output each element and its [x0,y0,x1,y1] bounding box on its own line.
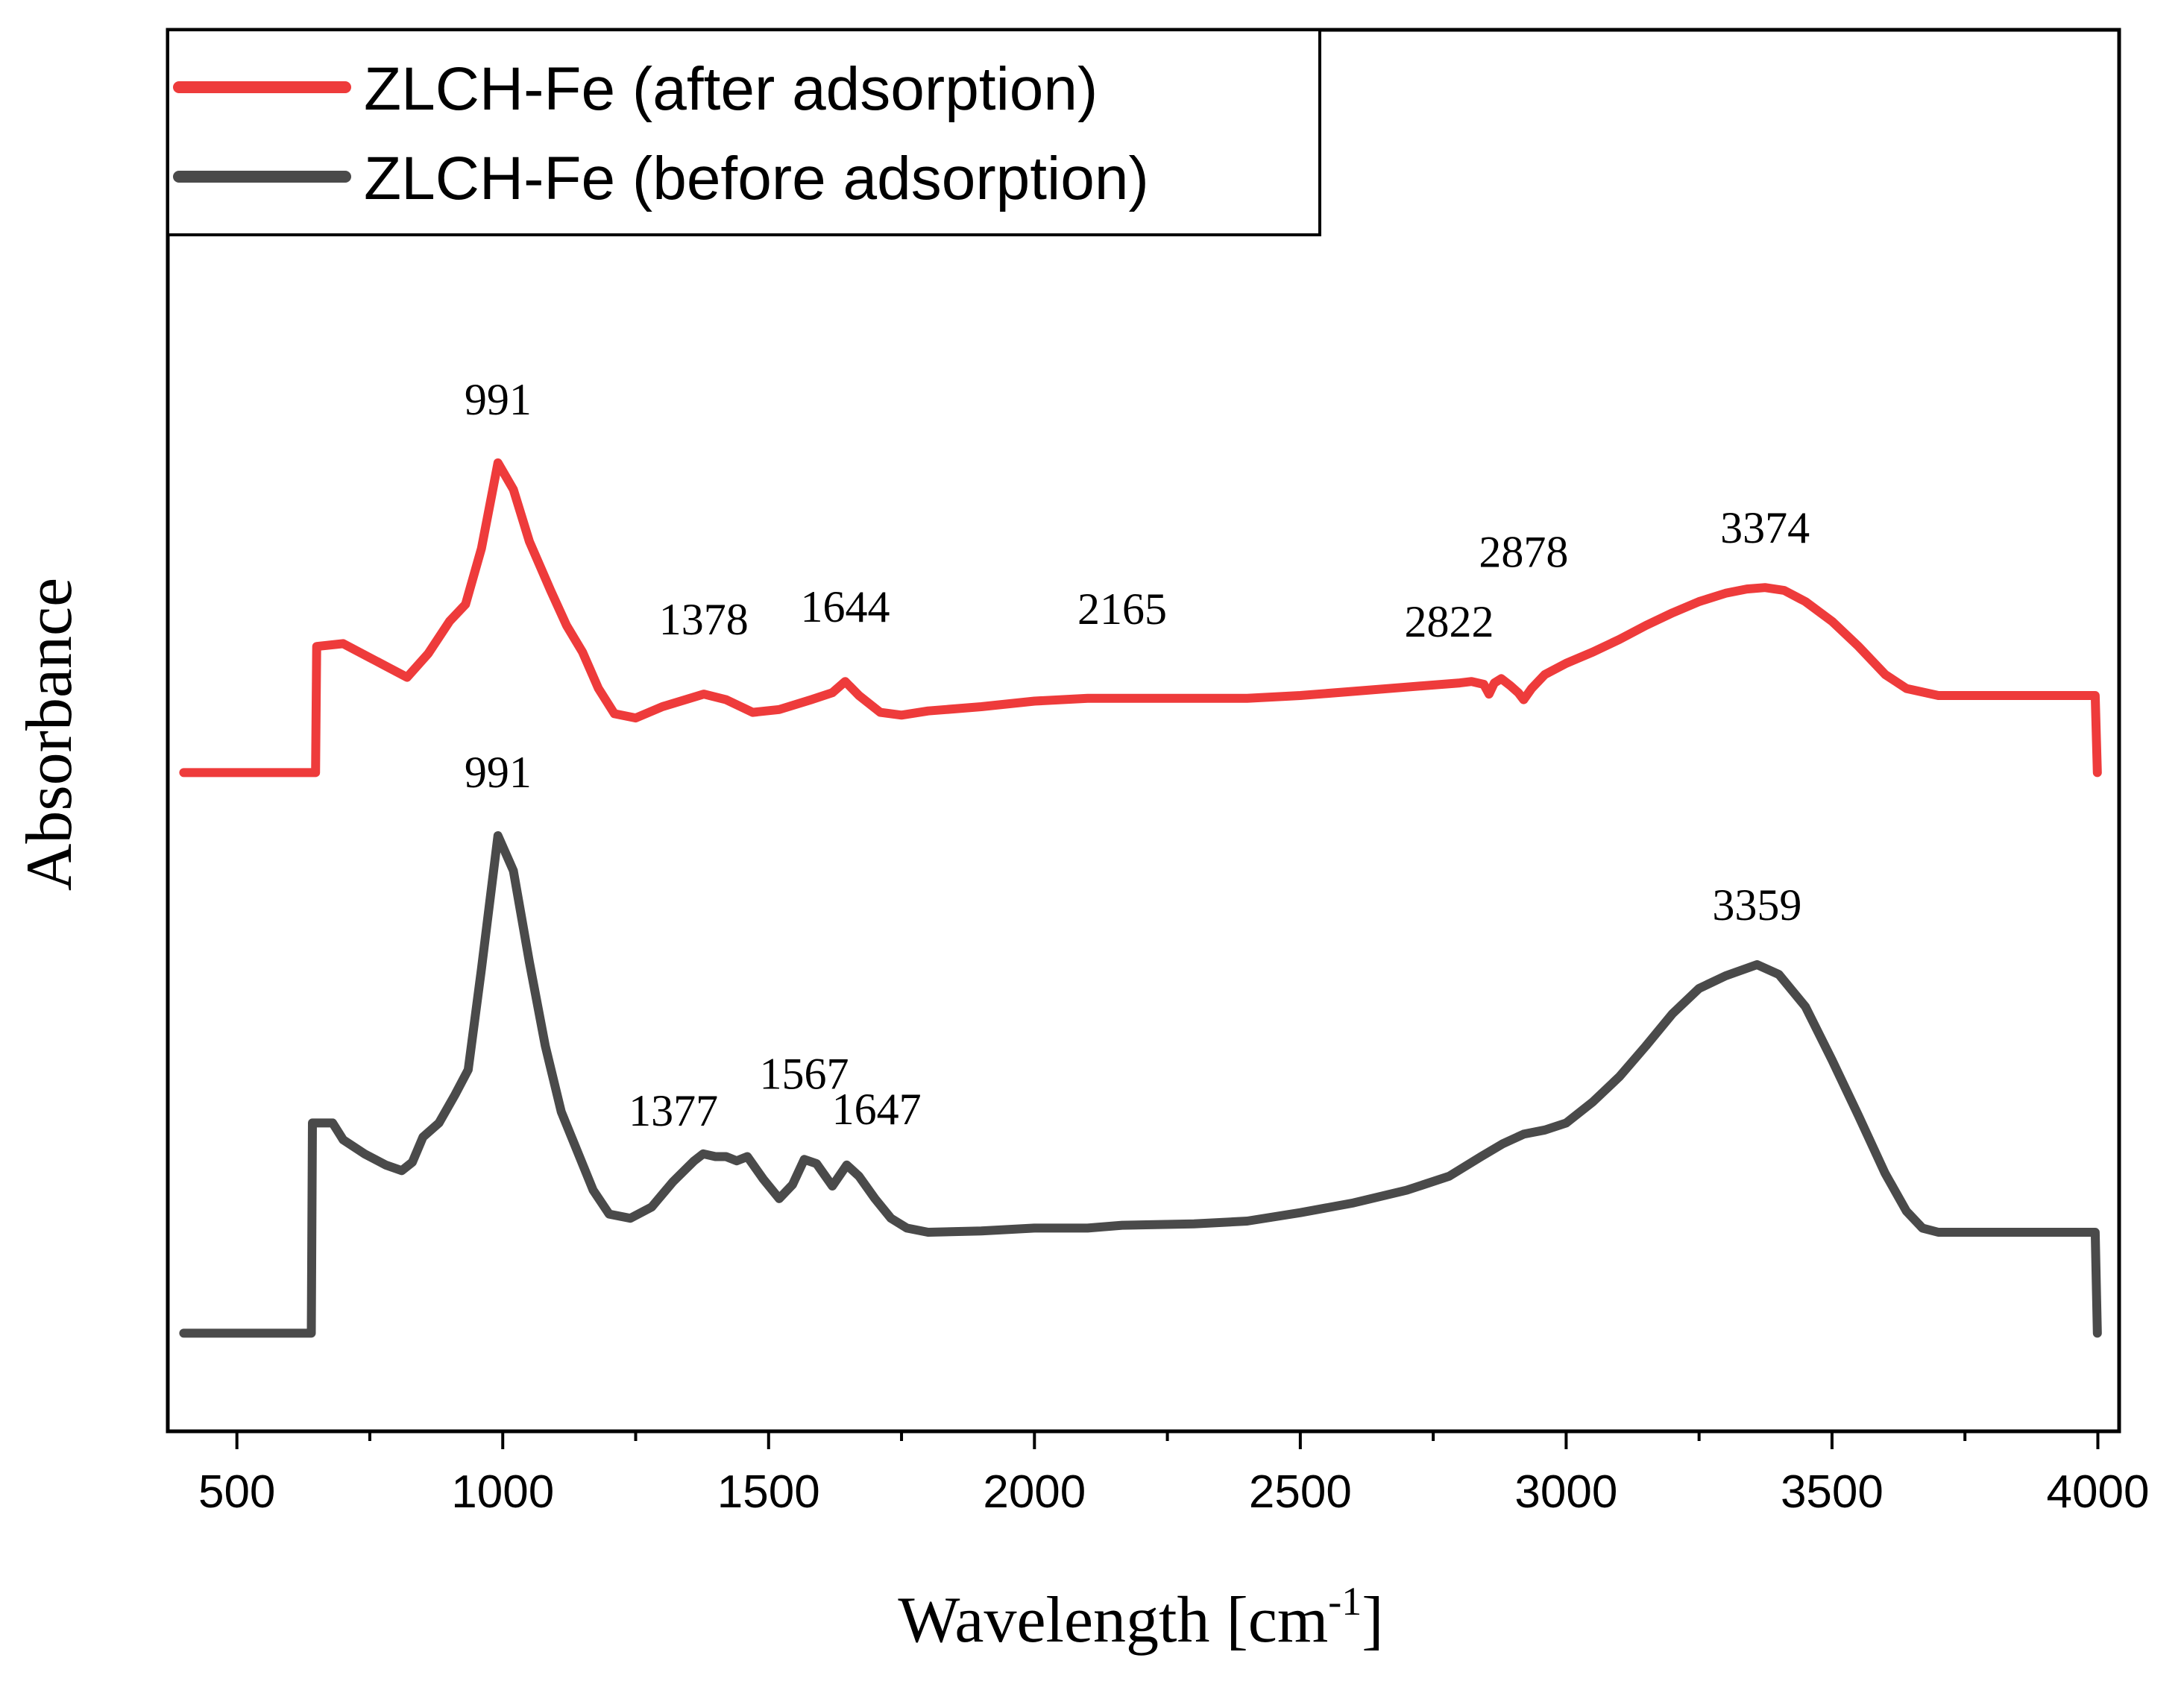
x-axis-title-main: Wavelength [cm [898,1584,1328,1656]
series-layer [179,458,2102,1338]
peak-label: 3374 [1720,503,1810,552]
peak-label: 1567 [760,1049,849,1098]
series-line-1 [179,831,2102,1338]
x-tick-label: 2000 [983,1466,1086,1518]
x-tick-label: 2500 [1249,1466,1352,1518]
peak-label: 991 [465,375,532,424]
x-tick-label: 3500 [1781,1466,1884,1518]
x-tick-label: 1500 [717,1466,820,1518]
series-line-0 [179,458,2102,778]
peak-label: 2165 [1077,584,1167,634]
x-axis-title: Wavelength [cm-1] [898,1579,1383,1656]
peak-annotations: 991 1378 1644 2165 2822 2878 3374 991 1377 156716… [465,375,1810,1135]
x-tick-label: 1000 [451,1466,554,1518]
x-axis-ticks: 500 1000 1500 2000 2500 3000 3500 4000 [198,1431,2149,1518]
legend: ZLCH-Fe (after adsorption) ZLCH-Fe (befo… [166,28,1321,236]
x-axis-title-superscript: -1 [1328,1579,1362,1624]
y-axis-title: Absorbance [13,578,86,891]
peak-label: 2878 [1479,527,1568,576]
x-tick-label: 4000 [2047,1466,2150,1518]
x-tick-label: 3000 [1514,1466,1617,1518]
legend-label-before: ZLCH-Fe (before adsorption) [364,145,1149,212]
peak-label: 2822 [1404,597,1494,646]
peak-label: 3359 [1712,880,1801,930]
peak-label: 1647 [832,1085,922,1134]
x-tick-label: 500 [198,1466,275,1518]
peak-label: 991 [465,748,532,797]
x-axis-title-suffix: ] [1362,1584,1383,1656]
peak-label: 1378 [659,595,749,644]
peak-label: 1644 [800,582,890,631]
legend-box [166,28,1321,236]
legend-label-after: ZLCH-Fe (after adsorption) [364,55,1098,123]
peak-label: 1377 [629,1086,718,1135]
